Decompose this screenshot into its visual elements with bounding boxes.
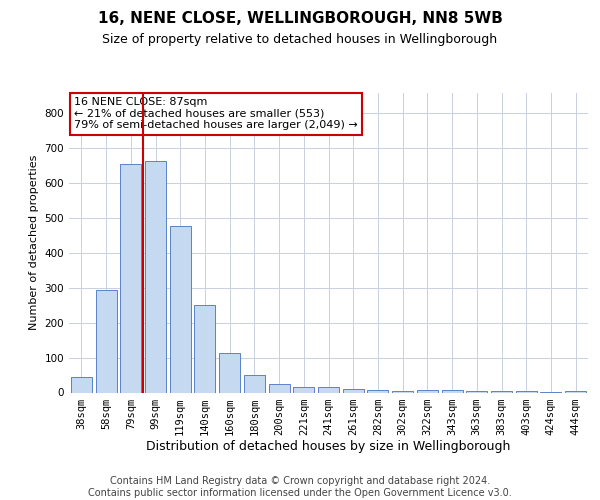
X-axis label: Distribution of detached houses by size in Wellingborough: Distribution of detached houses by size … xyxy=(146,440,511,454)
Text: 16 NENE CLOSE: 87sqm
← 21% of detached houses are smaller (553)
79% of semi-deta: 16 NENE CLOSE: 87sqm ← 21% of detached h… xyxy=(74,97,358,130)
Bar xyxy=(367,390,388,392)
Bar xyxy=(293,388,314,392)
Bar xyxy=(417,390,438,392)
Bar xyxy=(219,353,240,393)
Bar xyxy=(71,377,92,392)
Y-axis label: Number of detached properties: Number of detached properties xyxy=(29,155,39,330)
Bar xyxy=(145,160,166,392)
Bar xyxy=(269,384,290,392)
Bar xyxy=(244,375,265,392)
Bar xyxy=(194,306,215,392)
Bar xyxy=(170,226,191,392)
Bar xyxy=(516,391,537,392)
Text: Size of property relative to detached houses in Wellingborough: Size of property relative to detached ho… xyxy=(103,32,497,46)
Bar xyxy=(466,391,487,392)
Text: 16, NENE CLOSE, WELLINGBOROUGH, NN8 5WB: 16, NENE CLOSE, WELLINGBOROUGH, NN8 5WB xyxy=(98,11,502,26)
Bar xyxy=(565,391,586,392)
Bar xyxy=(120,164,141,392)
Bar xyxy=(343,389,364,392)
Bar xyxy=(442,390,463,392)
Text: Contains HM Land Registry data © Crown copyright and database right 2024.
Contai: Contains HM Land Registry data © Crown c… xyxy=(88,476,512,498)
Bar xyxy=(318,388,339,392)
Bar xyxy=(95,290,116,392)
